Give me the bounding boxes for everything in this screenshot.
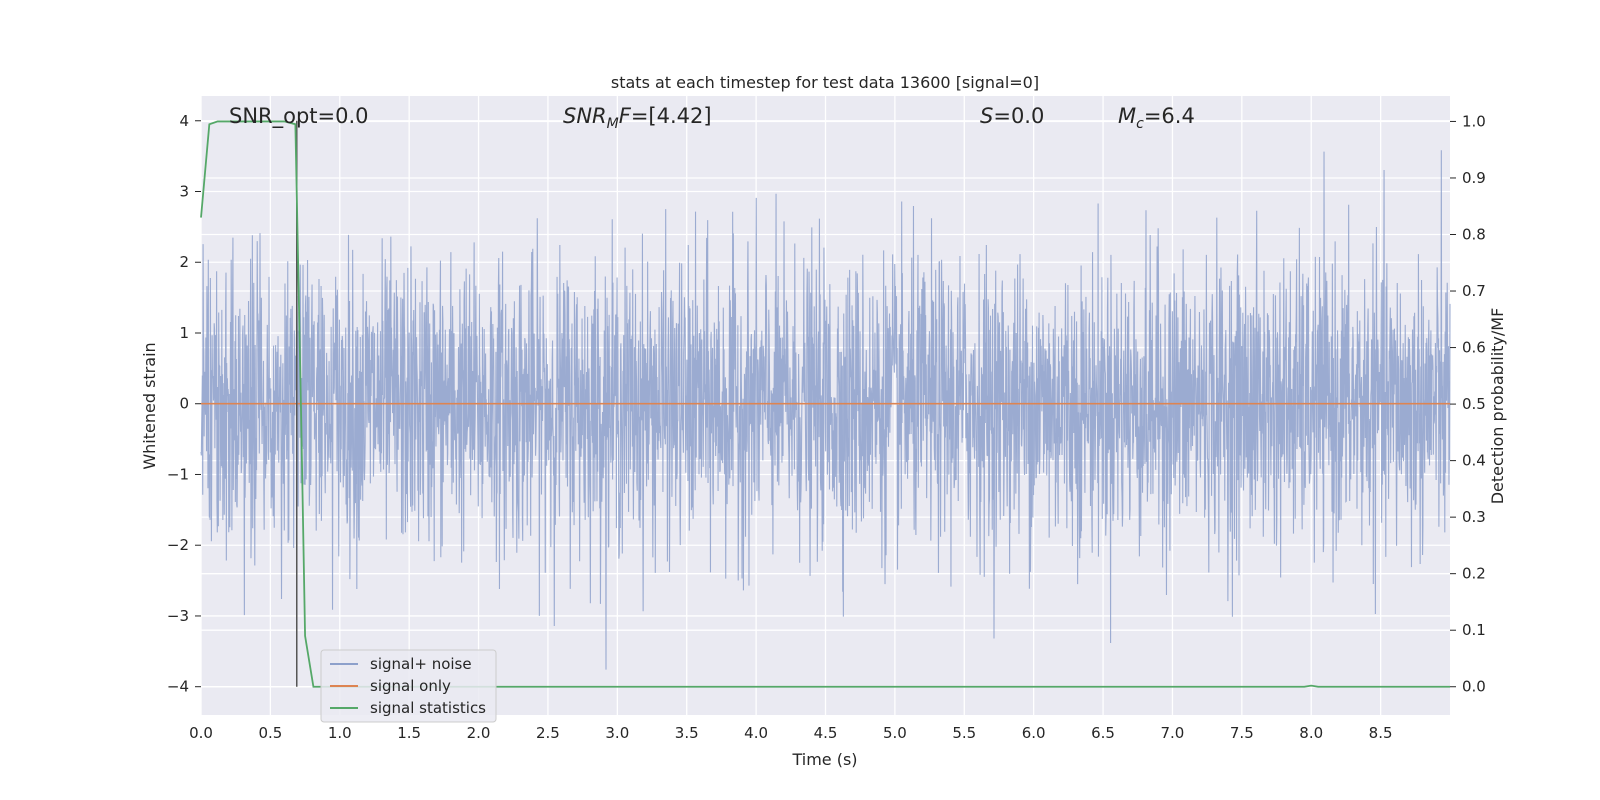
chart-title: stats at each timestep for test data 136…	[611, 73, 1039, 92]
x-tick-label: 4.5	[814, 724, 838, 742]
y2-tick-label: 0.5	[1462, 395, 1486, 413]
x-tick-label: 2.0	[467, 724, 491, 742]
y-tick-label: 2	[179, 253, 189, 271]
x-tick-label: 6.5	[1091, 724, 1115, 742]
y2-tick-label: 0.0	[1462, 678, 1486, 696]
legend-label-signal-noise: signal+ noise	[370, 655, 472, 673]
line-series	[200, 120, 1450, 688]
y2-tick-label: 0.3	[1462, 508, 1486, 526]
y2-tick-label: 0.2	[1462, 565, 1486, 583]
x-tick-label: 5.0	[883, 724, 907, 742]
annotation-s-value: S=0.0	[980, 104, 1044, 128]
y2-tick-label: 0.1	[1462, 621, 1486, 639]
annotations: SNR_opt=0.0 SNRMF=[4.42] S=0.0 Mc=6.4	[229, 104, 1195, 132]
y-tick-label: −2	[167, 536, 189, 554]
tick-labels: 0.0 0.5 1.0 1.5 2.0 2.5 3.0 3.5 4.0 4.5 5.0 5.5 6.0 6…	[167, 112, 1486, 742]
y2-tick-label: 0.4	[1462, 452, 1486, 470]
y-tick-label: −3	[167, 607, 189, 625]
annotation-chirp-mass: Mc=6.4	[1118, 104, 1195, 132]
x-tick-label: 1.0	[328, 724, 352, 742]
legend: signal+ noise signal only signal statist…	[320, 649, 497, 723]
x-tick-label: 6.0	[1022, 724, 1046, 742]
legend-box	[320, 649, 497, 723]
y2-axis-label: Detection probability/MF	[1488, 308, 1507, 505]
x-axis-label: Time (s)	[791, 750, 857, 769]
legend-label-signal-only: signal only	[370, 677, 451, 695]
y-tick-label: 3	[179, 183, 189, 201]
signal-noise-series	[200, 150, 1451, 670]
y-axis-label: Whitened strain	[140, 342, 159, 469]
y2-tick-label: 0.6	[1462, 339, 1486, 357]
x-tick-label: 7.5	[1230, 724, 1254, 742]
y-tick-label: −4	[167, 678, 189, 696]
legend-label-signal-statistics: signal statistics	[370, 699, 486, 717]
signal-statistics-line	[200, 120, 1450, 688]
x-tick-label: 8.5	[1369, 724, 1393, 742]
y2-tick-label: 0.9	[1462, 169, 1486, 187]
y-tick-label: −1	[167, 465, 189, 483]
y2-tick-label: 1.0	[1462, 112, 1486, 130]
x-tick-label: 3.5	[675, 724, 699, 742]
x-tick-label: 5.5	[952, 724, 976, 742]
y2-tick-label: 0.8	[1462, 225, 1486, 243]
annotation-snr-opt: SNR_opt=0.0	[229, 104, 369, 129]
y-tick-label: 1	[179, 324, 189, 342]
signal-noise-line	[200, 150, 1451, 670]
x-tick-label: 0.0	[189, 724, 213, 742]
y2-tick-label: 0.7	[1462, 282, 1486, 300]
annotation-snr-mf: SNRMF=[4.42]	[563, 104, 712, 132]
x-tick-label: 2.5	[536, 724, 560, 742]
x-tick-label: 0.5	[258, 724, 282, 742]
x-tick-label: 3.0	[605, 724, 629, 742]
x-tick-label: 7.0	[1161, 724, 1185, 742]
x-tick-label: 1.5	[397, 724, 421, 742]
x-tick-label: 4.0	[744, 724, 768, 742]
y-tick-label: 0	[179, 395, 189, 413]
x-tick-label: 8.0	[1299, 724, 1323, 742]
y-tick-label: 4	[179, 112, 189, 130]
